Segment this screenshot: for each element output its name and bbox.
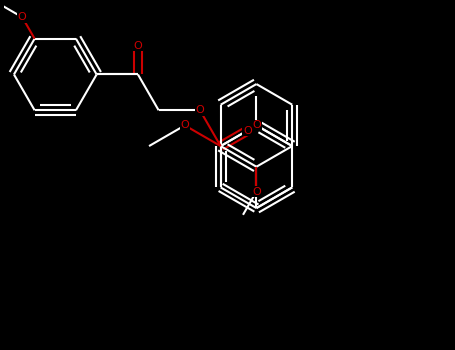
Text: O: O (181, 120, 189, 131)
Text: O: O (196, 105, 204, 115)
Text: O: O (134, 41, 142, 50)
Text: O: O (252, 187, 261, 197)
Text: O: O (243, 126, 252, 135)
Text: O: O (18, 12, 26, 22)
Text: O: O (252, 120, 261, 131)
